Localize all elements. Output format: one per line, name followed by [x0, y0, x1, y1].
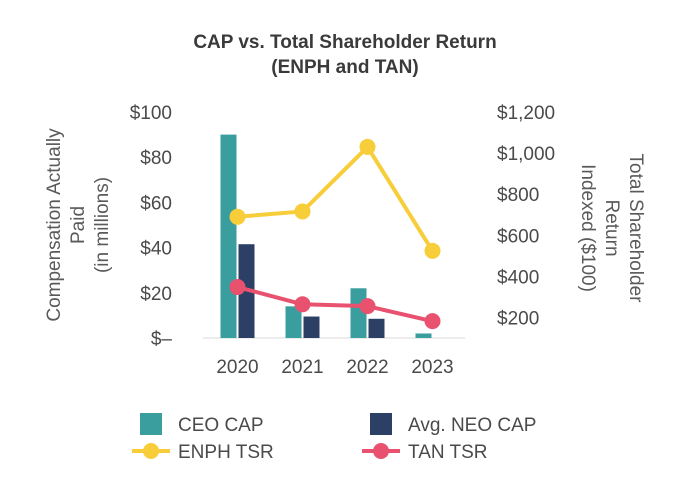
right-tick-label: $1,000	[497, 144, 555, 165]
point-tan-tsr-2021	[294, 296, 311, 313]
chart-title: CAP vs. Total Shareholder Return (ENPH a…	[193, 32, 496, 78]
x-tick-label-2022: 2022	[346, 357, 388, 378]
left-axis-title-line-1: Compensation Actually	[44, 128, 65, 322]
line-series	[229, 138, 441, 330]
bar-ceo-cap-2021	[285, 306, 302, 338]
x-tick-label-2023: 2023	[411, 357, 453, 378]
legend-marker-enph-tsr	[143, 443, 159, 459]
legend-item-ceo-cap: CEO CAP	[140, 413, 264, 436]
legend-marker-tan-tsr	[373, 443, 389, 459]
point-tan-tsr-2023	[424, 313, 441, 330]
left-axis-ticks: $– $20 $40 $60 $80 $100	[130, 103, 173, 350]
legend-label-enph-tsr: ENPH TSR	[178, 442, 274, 463]
point-enph-tsr-2020	[229, 208, 246, 225]
right-axis-title: Total Shareholder Return Indexed ($100)	[577, 154, 646, 304]
right-axis-title-line-3: Indexed ($100)	[577, 164, 598, 292]
point-enph-tsr-2022	[359, 138, 376, 155]
bar-series	[220, 134, 432, 338]
legend-item-tan-tsr: TAN TSR	[362, 442, 488, 463]
right-tick-label: $600	[497, 226, 539, 247]
point-enph-tsr-2023	[424, 242, 441, 259]
chart-title-line-1: CAP vs. Total Shareholder Return	[193, 32, 496, 53]
legend: CEO CAP Avg. NEO CAP ENPH TSR TAN TSR	[132, 413, 536, 463]
line-enph-tsr	[237, 144, 435, 252]
left-axis-title: Compensation Actually Paid (in millions)	[44, 128, 113, 322]
left-tick-label: $100	[130, 103, 172, 124]
chart-title-line-2: (ENPH and TAN)	[271, 57, 418, 78]
left-axis-title-line-3: (in millions)	[92, 177, 113, 273]
bar-avg-neo-cap-2021	[303, 316, 320, 338]
point-tan-tsr-2020	[229, 279, 246, 296]
bar-ceo-cap-2020	[220, 134, 237, 338]
bar-ceo-cap-2023	[415, 333, 432, 338]
bar-avg-neo-cap-2022	[368, 318, 385, 338]
x-tick-label-2021: 2021	[281, 357, 323, 378]
point-enph-tsr-2021	[294, 203, 311, 220]
point-tan-tsr-2022	[359, 298, 376, 315]
right-axis-ticks: $200 $400 $600 $800 $1,000 $1,200	[497, 103, 555, 329]
left-tick-label: $20	[140, 284, 172, 305]
left-tick-label: $80	[140, 148, 172, 169]
legend-item-enph-tsr: ENPH TSR	[132, 442, 274, 463]
left-tick-label: $40	[140, 239, 172, 260]
right-tick-label: $200	[497, 308, 539, 329]
legend-label-tan-tsr: TAN TSR	[408, 442, 488, 463]
right-axis-title-line-2: Return	[601, 199, 622, 256]
right-tick-label: $400	[497, 267, 539, 288]
right-axis-title-line-1: Total Shareholder	[625, 154, 646, 304]
legend-swatch-ceo-cap	[140, 413, 162, 435]
legend-label-ceo-cap: CEO CAP	[178, 415, 264, 436]
legend-label-avg-neo-cap: Avg. NEO CAP	[408, 415, 536, 436]
x-tick-label-2020: 2020	[216, 357, 258, 378]
x-axis-ticks: 2020 2021 2022 2023	[216, 357, 453, 378]
left-axis-title-line-2: Paid	[68, 206, 89, 244]
line-tan-tsr	[236, 285, 433, 324]
legend-swatch-avg-neo-cap	[370, 413, 392, 435]
right-tick-label: $800	[497, 185, 539, 206]
left-tick-label: $–	[151, 329, 173, 350]
legend-item-avg-neo-cap: Avg. NEO CAP	[370, 413, 536, 436]
right-tick-label: $1,200	[497, 103, 555, 124]
left-tick-label: $60	[140, 193, 172, 214]
